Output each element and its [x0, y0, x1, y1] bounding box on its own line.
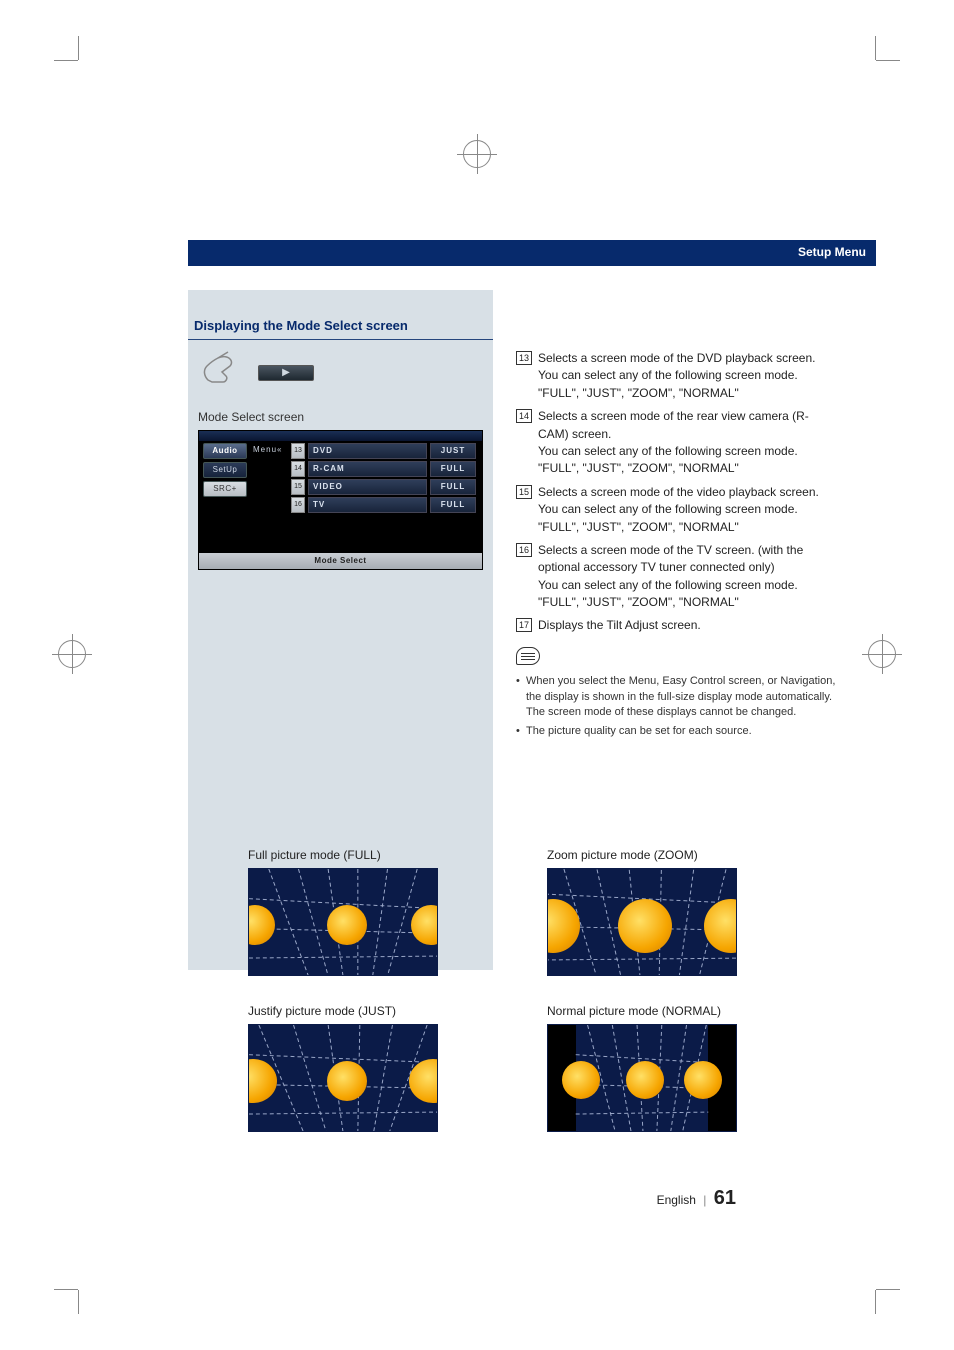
picture-modes-grid: Full picture mode (FULL) Zoom picture mo… [248, 848, 766, 1132]
page-no: 61 [714, 1187, 736, 1209]
mode-normal-img [547, 1024, 737, 1132]
mode-full-img [248, 868, 438, 976]
menu-label: Menu« [253, 445, 282, 454]
crop-mark [54, 1290, 78, 1314]
description-item: 13 Selects a screen mode of the DVD playb… [516, 350, 836, 402]
mode-label: Justify picture mode (JUST) [248, 1004, 467, 1018]
item-body: Selects a screen mode of the rear view c… [538, 408, 836, 478]
header-label: Setup Menu [798, 245, 866, 259]
row-key[interactable]: VIDEO [308, 479, 427, 495]
touch-hand-icon [198, 350, 242, 390]
mode-just-img [248, 1024, 438, 1132]
mode-select-caption: Mode Select screen [198, 410, 304, 424]
item-number-badge: 13 [516, 351, 532, 365]
description-item: 14 Selects a screen mode of the rear view… [516, 408, 836, 478]
mode-normal: Normal picture mode (NORMAL) [547, 1004, 766, 1132]
row-value[interactable]: FULL [430, 497, 476, 513]
row-key[interactable]: DVD [308, 443, 427, 459]
section-title-bar: Displaying the Mode Select screen [188, 318, 493, 340]
item-number-badge: 16 [516, 543, 532, 557]
mode-label: Full picture mode (FULL) [248, 848, 467, 862]
item-body: Selects a screen mode of the DVD playbac… [538, 350, 836, 402]
row-value[interactable]: JUST [430, 443, 476, 459]
mode-zoom: Zoom picture mode (ZOOM) [547, 848, 766, 976]
mode-label: Zoom picture mode (ZOOM) [547, 848, 766, 862]
item-body: Selects a screen mode of the TV screen. … [538, 542, 836, 612]
header-band: Setup Menu [188, 240, 876, 266]
next-arrow-button[interactable]: ▶ [258, 365, 314, 381]
page-number: English | 61 [657, 1187, 736, 1210]
sidebar-tab[interactable]: Audio [203, 443, 247, 459]
note-bullet: The picture quality can be set for each … [516, 724, 836, 739]
mode-select-screenshot: AudioSetUpSRC+ Menu« 13DVDJUST14R-CAMFUL… [198, 430, 483, 570]
row-key[interactable]: TV [308, 497, 427, 513]
crop-mark [54, 36, 78, 60]
crop-mark [876, 36, 900, 60]
description-item: 16 Selects a screen mode of the TV screen… [516, 542, 836, 612]
row-badge: 16 [291, 497, 305, 513]
mode-full: Full picture mode (FULL) [248, 848, 467, 976]
mode-row: 15VIDEOFULL [291, 479, 476, 495]
row-value[interactable]: FULL [430, 461, 476, 477]
description-item: 15 Selects a screen mode of the video pla… [516, 484, 836, 536]
item-body: Selects a screen mode of the video playb… [538, 484, 836, 536]
page-lang: English [657, 1193, 696, 1207]
item-body: Displays the Tilt Adjust screen. [538, 617, 836, 634]
mode-label: Normal picture mode (NORMAL) [547, 1004, 766, 1018]
note-icon [516, 647, 540, 665]
row-badge: 13 [291, 443, 305, 459]
sidebar-tab[interactable]: SetUp [203, 462, 247, 478]
crop-mark [876, 1290, 900, 1314]
row-badge: 15 [291, 479, 305, 495]
item-number-badge: 17 [516, 618, 532, 632]
sidebar-tab[interactable]: SRC+ [203, 481, 247, 497]
mode-row: 16TVFULL [291, 497, 476, 513]
row-badge: 14 [291, 461, 305, 477]
mode-zoom-img [547, 868, 737, 976]
mode-row: 14R-CAMFULL [291, 461, 476, 477]
mode-row: 13DVDJUST [291, 443, 476, 459]
mode-select-footer: Mode Select [199, 553, 482, 569]
row-value[interactable]: FULL [430, 479, 476, 495]
item-number-badge: 14 [516, 409, 532, 423]
description-column: 13 Selects a screen mode of the DVD playb… [516, 350, 836, 744]
item-number-badge: 15 [516, 485, 532, 499]
description-item: 17 Displays the Tilt Adjust screen. [516, 617, 836, 634]
mode-just: Justify picture mode (JUST) [248, 1004, 467, 1132]
note-bullet: When you select the Menu, Easy Control s… [516, 674, 836, 720]
section-title: Displaying the Mode Select screen [194, 318, 408, 333]
row-key[interactable]: R-CAM [308, 461, 427, 477]
